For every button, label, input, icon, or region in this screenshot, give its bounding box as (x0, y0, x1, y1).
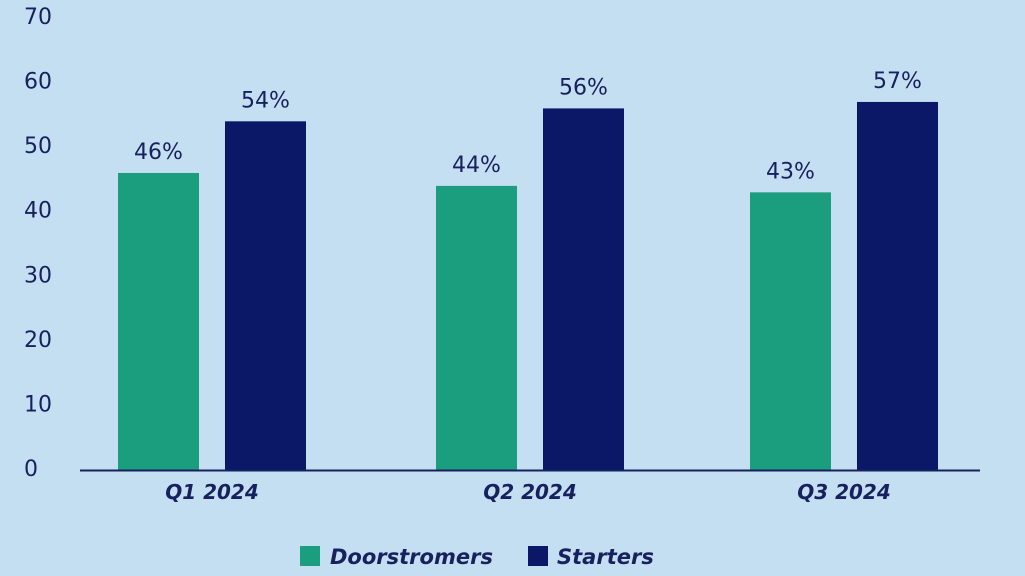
data-label: 56% (559, 75, 608, 100)
data-label: 46% (134, 140, 183, 165)
data-label: 44% (452, 153, 501, 178)
data-labels: 46% 54% 44% 56% 43% 57% (134, 69, 922, 184)
y-tick-label: 20 (24, 328, 52, 353)
legend-swatch (528, 546, 548, 566)
y-tick-label: 10 (24, 392, 52, 417)
data-label: 54% (241, 88, 290, 113)
legend-label: Doorstromers (330, 545, 493, 569)
y-tick-label: 0 (24, 457, 38, 482)
y-axis: 0 10 20 30 40 50 60 70 (24, 5, 52, 482)
bar-starters-2 (543, 108, 624, 471)
legend-item-starters: Starters (528, 545, 654, 569)
data-label: 57% (873, 69, 922, 94)
x-axis: Q1 2024 Q2 2024 Q3 2024 (165, 480, 891, 504)
bar-starters-1 (225, 121, 306, 471)
y-tick-label: 60 (24, 70, 52, 95)
bars (118, 101, 938, 471)
x-tick-label: Q2 2024 (483, 480, 577, 504)
y-tick-label: 30 (24, 263, 52, 288)
legend-item-doorstromers: Doorstromers (300, 545, 493, 569)
bar-doorstromers-3 (750, 192, 831, 471)
y-tick-label: 50 (24, 134, 52, 159)
bar-doorstromers-2 (436, 185, 517, 470)
x-tick-label: Q1 2024 (165, 480, 259, 504)
y-tick-label: 40 (24, 199, 52, 224)
y-tick-label: 70 (24, 5, 52, 30)
bar-starters-3 (857, 101, 938, 470)
bar-doorstromers-1 (118, 172, 199, 470)
data-label: 43% (766, 159, 815, 184)
x-tick-label: Q3 2024 (797, 480, 891, 504)
legend: Doorstromers Starters (300, 545, 654, 569)
legend-swatch (300, 546, 320, 566)
legend-label: Starters (557, 545, 654, 569)
